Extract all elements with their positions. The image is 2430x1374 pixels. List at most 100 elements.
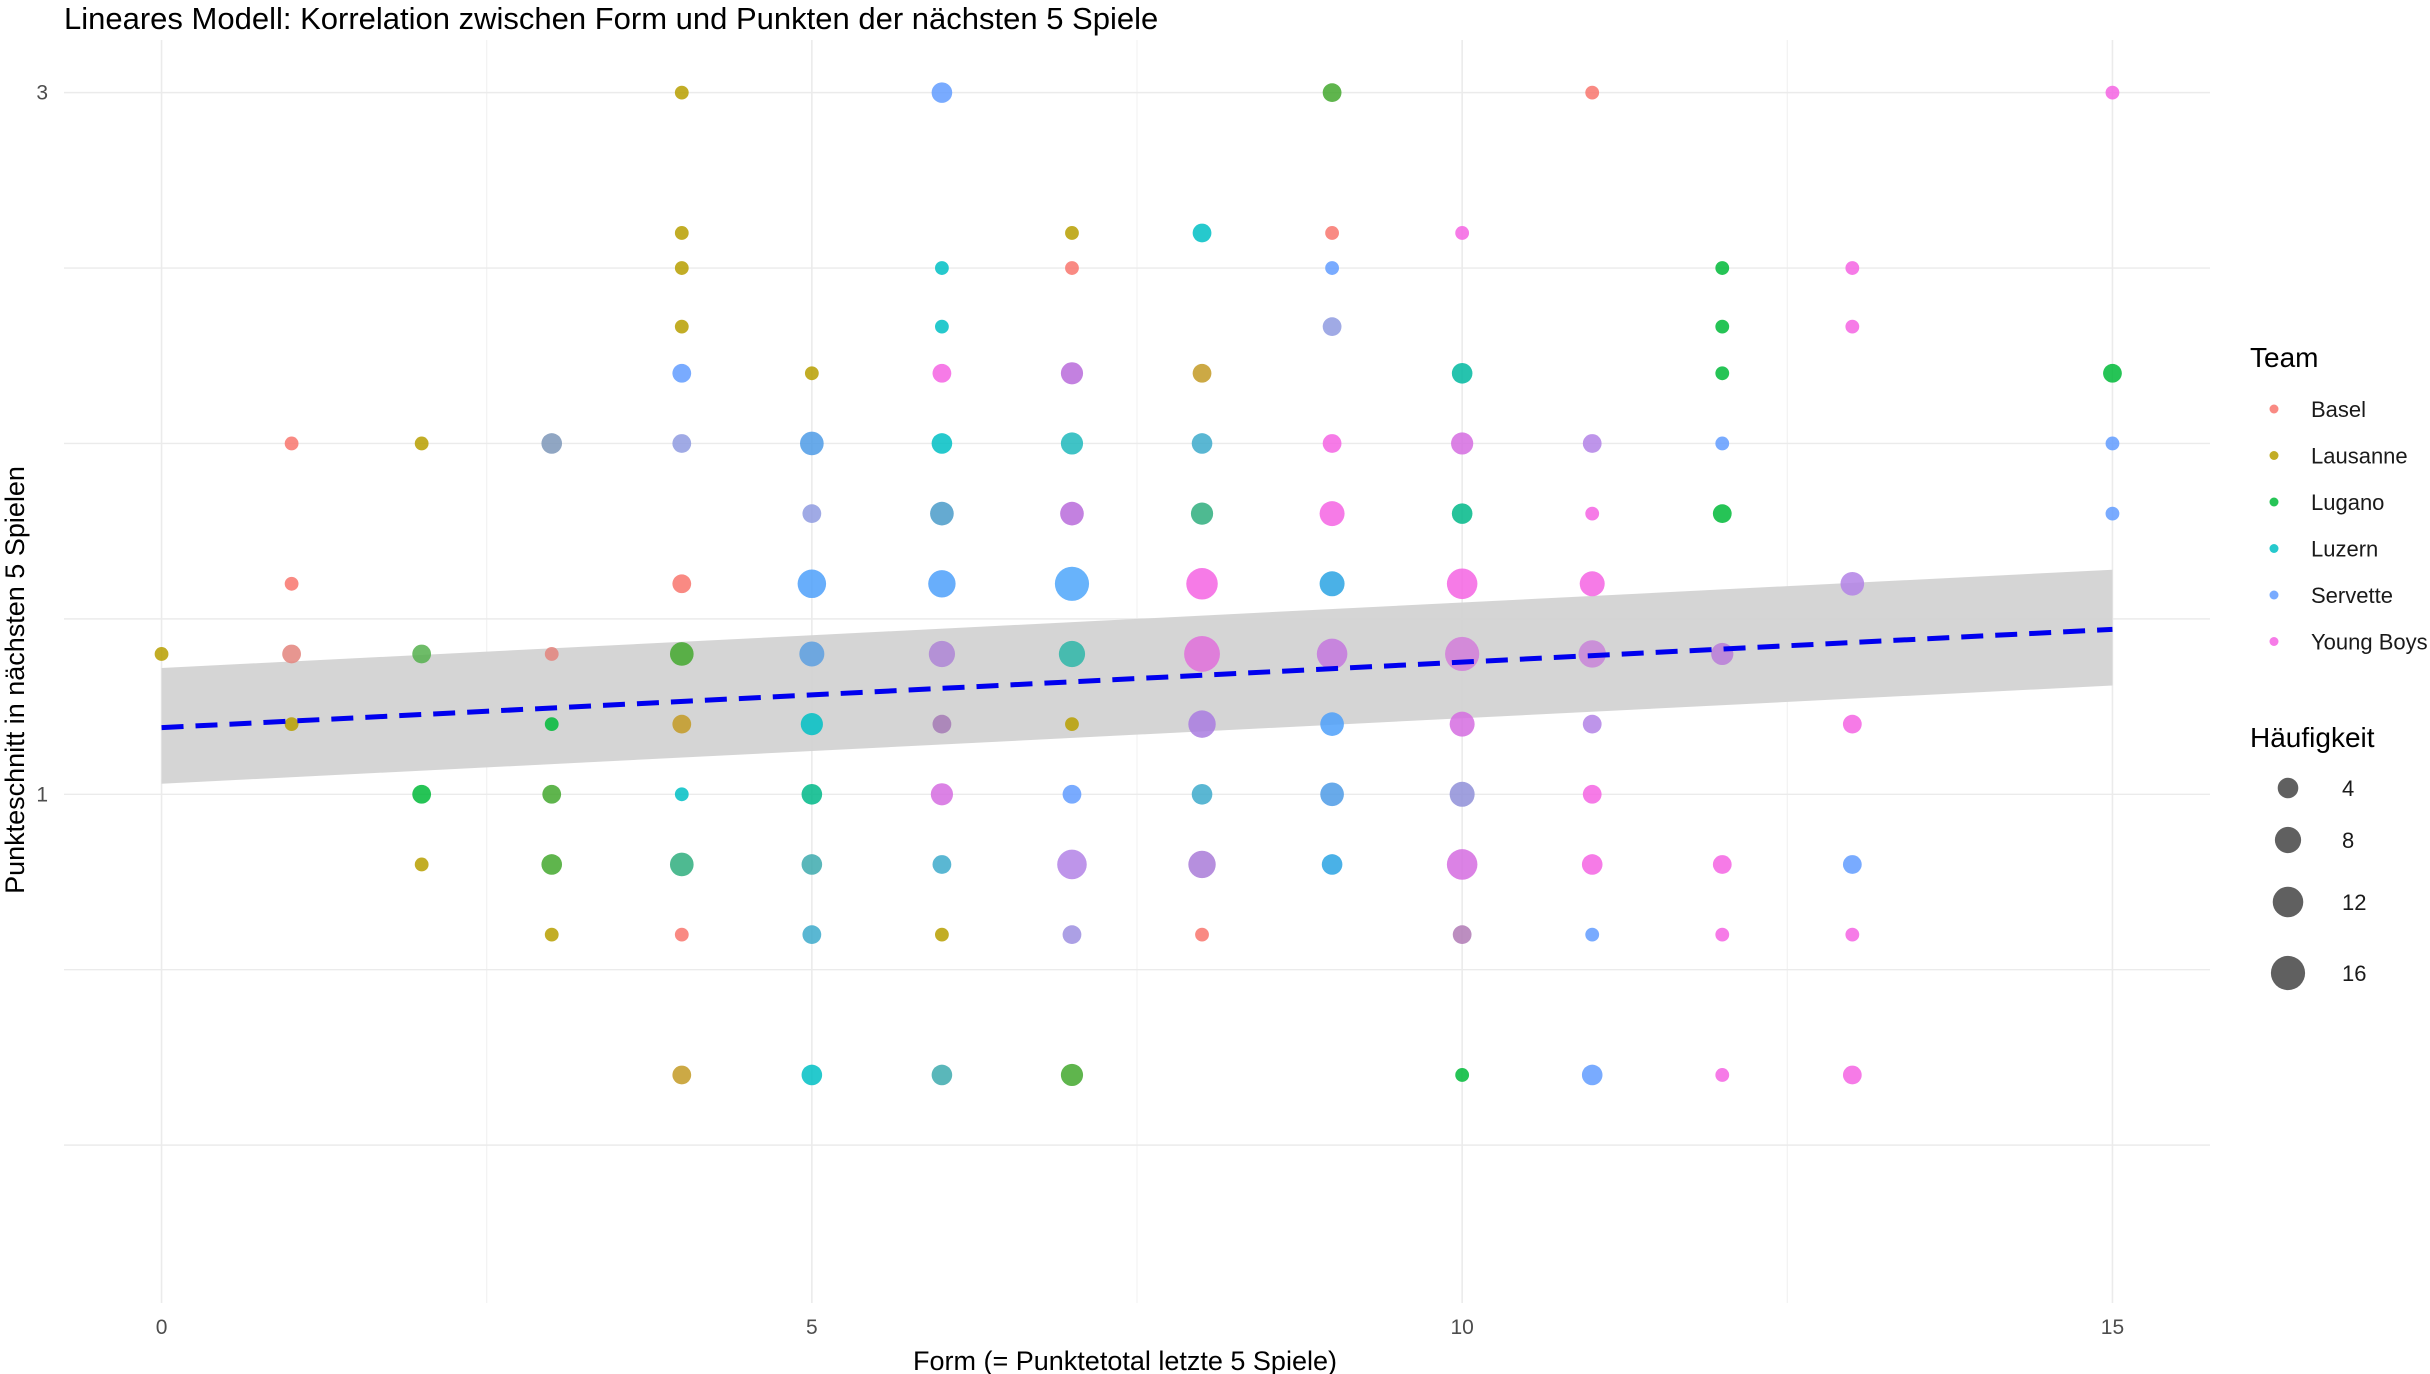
data-point xyxy=(1840,571,1865,596)
data-point xyxy=(1579,571,1605,597)
data-point xyxy=(1445,636,1480,672)
data-point xyxy=(1585,85,1600,100)
data-point xyxy=(801,1064,823,1086)
data-point xyxy=(1186,568,1218,600)
data-point xyxy=(1582,434,1602,453)
team-legend-title: Team xyxy=(2250,342,2318,373)
data-point xyxy=(802,504,822,524)
data-point xyxy=(672,714,692,734)
data-point xyxy=(1054,566,1090,601)
data-point xyxy=(1319,501,1345,527)
legend-label: Young Boys xyxy=(2311,630,2428,655)
regression-line xyxy=(161,626,2113,731)
data-point xyxy=(414,436,429,451)
size-legend-label: 4 xyxy=(2342,776,2354,801)
data-point xyxy=(1715,319,1730,334)
data-point xyxy=(1060,362,1084,385)
data-point xyxy=(1845,319,1860,334)
legend-label: Luzern xyxy=(2311,537,2378,562)
data-point xyxy=(1325,226,1339,240)
data-point xyxy=(1715,366,1730,381)
legend-key xyxy=(2269,544,2279,553)
data-point xyxy=(1582,714,1602,734)
size-legend-key xyxy=(2274,826,2302,854)
data-point xyxy=(1191,783,1213,805)
data-point xyxy=(1845,927,1860,942)
data-point xyxy=(1065,226,1079,240)
data-point xyxy=(669,852,694,877)
data-point xyxy=(1060,432,1084,455)
data-point xyxy=(282,644,301,664)
data-point xyxy=(1062,925,1082,945)
size-legend-label: 16 xyxy=(2342,961,2366,986)
data-point xyxy=(1316,638,1348,670)
data-point xyxy=(1446,568,1478,600)
data-point xyxy=(544,717,559,732)
data-point xyxy=(1325,261,1339,275)
data-point xyxy=(804,366,819,381)
legend-label: Lausanne xyxy=(2311,444,2408,469)
data-point xyxy=(1455,1068,1470,1082)
data-point xyxy=(799,641,825,667)
data-point xyxy=(412,644,432,664)
data-point xyxy=(284,576,299,591)
data-point xyxy=(935,319,949,334)
data-point xyxy=(674,787,689,802)
data-point xyxy=(672,434,692,453)
data-point xyxy=(1188,710,1216,738)
data-point xyxy=(1452,925,1472,945)
y-tick-label: 3 xyxy=(36,82,48,105)
regression-line-group xyxy=(161,626,2113,731)
data-point xyxy=(1449,781,1475,807)
data-point xyxy=(1451,503,1473,524)
data-point xyxy=(1191,433,1213,454)
data-point xyxy=(2105,506,2120,521)
data-point xyxy=(1060,501,1084,526)
data-point xyxy=(1188,850,1216,879)
legend-label: Lugano xyxy=(2311,490,2384,515)
chart-title: Lineares Modell: Korrelation zwischen Fo… xyxy=(64,1,1158,36)
data-point xyxy=(1451,432,1474,455)
size-legend-label: 8 xyxy=(2342,828,2354,853)
data-point xyxy=(1190,502,1214,525)
confidence-band xyxy=(161,569,2113,784)
data-point xyxy=(284,717,299,732)
data-point xyxy=(1057,849,1087,880)
data-point xyxy=(544,927,559,942)
data-point xyxy=(1320,712,1344,736)
data-point xyxy=(674,319,689,334)
data-point xyxy=(1322,317,1342,337)
data-point xyxy=(1446,849,1478,880)
legend-key xyxy=(2269,451,2279,460)
data-point xyxy=(928,570,956,598)
legend-label: Servette xyxy=(2311,583,2393,608)
data-point xyxy=(2105,436,2120,451)
size-legend-key xyxy=(2270,955,2306,991)
data-point xyxy=(802,925,822,945)
data-point xyxy=(1585,927,1600,942)
data-point xyxy=(1581,854,1603,875)
x-tick-label: 0 xyxy=(156,1316,168,1339)
data-point xyxy=(931,1064,953,1086)
x-axis-title: Form (= Punktetotal letzte 5 Spiele) xyxy=(913,1346,1337,1374)
data-point xyxy=(930,783,954,806)
data-point xyxy=(1715,261,1730,275)
data-point xyxy=(932,855,952,874)
data-point xyxy=(1842,714,1862,734)
legend-key xyxy=(2269,590,2279,600)
data-point xyxy=(414,857,429,872)
data-point xyxy=(930,501,954,526)
x-axis-ticks: 0 5 10 15 xyxy=(156,1316,2124,1339)
data-point xyxy=(800,713,823,736)
data-point xyxy=(797,569,827,599)
size-legend: Häufigkeit 4 8 12 16 xyxy=(2250,722,2375,991)
y-tick-label: 1 xyxy=(36,783,48,806)
data-point xyxy=(542,784,562,804)
x-tick-label: 10 xyxy=(1450,1316,1473,1339)
team-legend: Team Basel Lausanne Lugano Luzern Servette Yo… xyxy=(2250,342,2428,655)
data-point xyxy=(1585,506,1600,521)
size-legend-key xyxy=(2277,777,2299,799)
data-point xyxy=(800,431,824,456)
data-point xyxy=(1581,1064,1603,1086)
